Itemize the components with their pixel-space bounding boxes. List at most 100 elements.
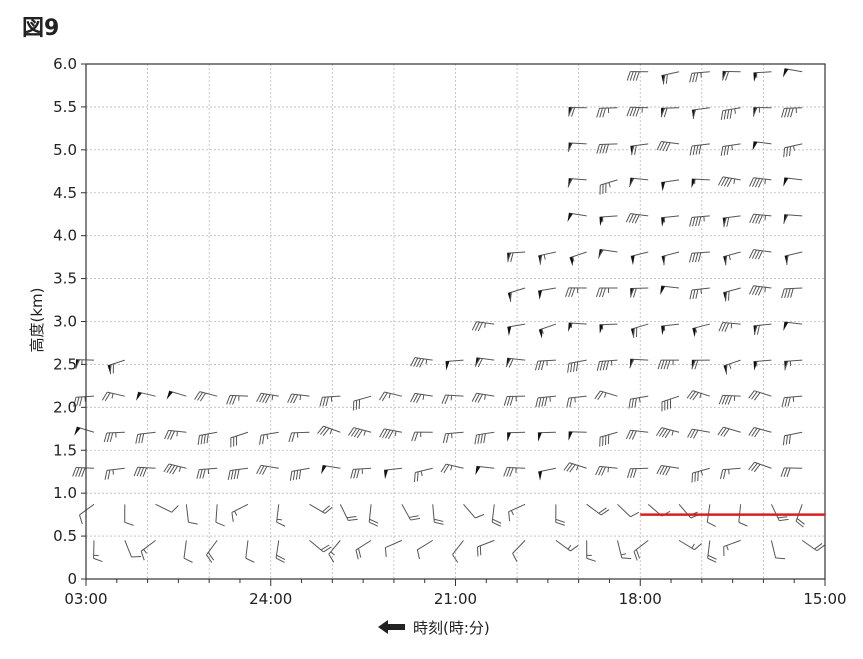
- wind-barb: [749, 177, 772, 188]
- y-tick-label: 4.0: [53, 227, 77, 245]
- wind-barb: [795, 504, 805, 528]
- wind-barb: [140, 539, 156, 561]
- wind-barb: [718, 394, 741, 405]
- wind-barb: [256, 392, 279, 404]
- wind-barb: [227, 467, 249, 480]
- wind-barb: [471, 321, 495, 332]
- wind-barb: [569, 251, 587, 267]
- wind-barb: [687, 428, 710, 439]
- wind-barb: [782, 431, 803, 446]
- wind-barb: [770, 540, 786, 560]
- wind-barb: [505, 357, 526, 368]
- wind-barb: [596, 143, 618, 154]
- wind-barb: [194, 391, 218, 402]
- x-tick-label: 03:00: [64, 590, 107, 608]
- wind-barb: [595, 287, 618, 298]
- wind-barb: [657, 359, 680, 370]
- wind-barb: [691, 467, 710, 483]
- wind-barb: [748, 285, 772, 296]
- wind-barb: [599, 431, 618, 447]
- wind-barb: [535, 395, 556, 408]
- wind-barb: [508, 503, 526, 522]
- arrow-left-icon: [378, 620, 405, 634]
- wind-barb: [625, 213, 649, 224]
- y-tick-label: 5.0: [53, 141, 77, 159]
- wind-barb: [568, 322, 587, 332]
- y-axis-title: 高度(km): [28, 287, 46, 352]
- wind-barb: [633, 539, 649, 561]
- wind-barb: [691, 107, 710, 120]
- wind-barb: [538, 251, 556, 265]
- wind-barb: [586, 503, 610, 516]
- wind-barb: [355, 539, 372, 560]
- wind-barb: [475, 465, 495, 476]
- wind-barb: [413, 467, 433, 483]
- wind-barb: [276, 504, 286, 527]
- wind-barb: [707, 540, 717, 563]
- wind-barb: [309, 503, 333, 514]
- wind-barb: [309, 539, 332, 553]
- x-axis-title-group: 時刻(時:分): [378, 619, 490, 637]
- wind-barb: [538, 287, 556, 300]
- wind-barb: [72, 467, 95, 477]
- y-tick-label: 4.5: [53, 184, 77, 202]
- wind-barb: [722, 215, 741, 228]
- wind-barb: [477, 539, 495, 557]
- wind-barb: [411, 431, 433, 442]
- wind-barb: [626, 71, 649, 81]
- wind-barb: [537, 431, 556, 442]
- wind-barb: [630, 323, 649, 338]
- wind-barb: [206, 540, 218, 563]
- wind-barb: [628, 177, 649, 188]
- wind-barb: [628, 395, 649, 409]
- wind-barb: [661, 71, 680, 85]
- wind-barb: [384, 539, 403, 558]
- wind-barb: [660, 285, 680, 296]
- wind-barb: [782, 68, 803, 78]
- wind-barb: [442, 431, 464, 444]
- wind-barb: [780, 467, 803, 478]
- wind-barb: [783, 321, 803, 331]
- figure-label: 図9: [22, 16, 60, 41]
- wind-barb: [630, 251, 649, 266]
- wind-barb: [686, 390, 710, 401]
- y-tick-label: 1.5: [53, 441, 77, 459]
- y-tick-label: 3.0: [53, 313, 77, 331]
- wind-barb: [352, 395, 372, 411]
- wind-barb: [226, 394, 248, 405]
- wind-barb: [197, 431, 218, 445]
- wind-barb: [319, 395, 341, 407]
- wind-barb: [503, 467, 526, 477]
- wind-barb: [512, 540, 526, 562]
- wind-barb: [689, 251, 710, 263]
- wind-barb: [328, 540, 341, 563]
- wind-barbs: [72, 68, 825, 563]
- wind-barb: [231, 503, 249, 522]
- wind-barb: [661, 179, 680, 192]
- wind-barb: [445, 359, 464, 371]
- wind-barb: [753, 71, 772, 82]
- wind-barb: [689, 215, 710, 227]
- wind-barb: [538, 323, 557, 339]
- wind-barb: [706, 504, 716, 527]
- x-axis-title: 時刻(時:分): [413, 619, 490, 637]
- wind-barb: [538, 467, 556, 481]
- wind-barb: [723, 251, 741, 266]
- wind-barb: [432, 504, 444, 525]
- wind-barb: [565, 287, 587, 298]
- wind-barb: [166, 390, 187, 400]
- wind-barb: [596, 359, 618, 371]
- wind-barb: [230, 431, 249, 448]
- wind-barb: [692, 323, 710, 338]
- wind-barb: [378, 391, 403, 402]
- wind-barb: [124, 504, 134, 526]
- wind-barb: [379, 428, 403, 440]
- wind-barb: [748, 249, 772, 260]
- wind-barb: [474, 431, 495, 445]
- wind-barb: [321, 464, 341, 475]
- wind-barb: [440, 463, 464, 474]
- wind-barb: [748, 461, 772, 473]
- wind-barb: [720, 143, 741, 156]
- wind-barb: [73, 395, 95, 407]
- wind-barb: [781, 395, 803, 407]
